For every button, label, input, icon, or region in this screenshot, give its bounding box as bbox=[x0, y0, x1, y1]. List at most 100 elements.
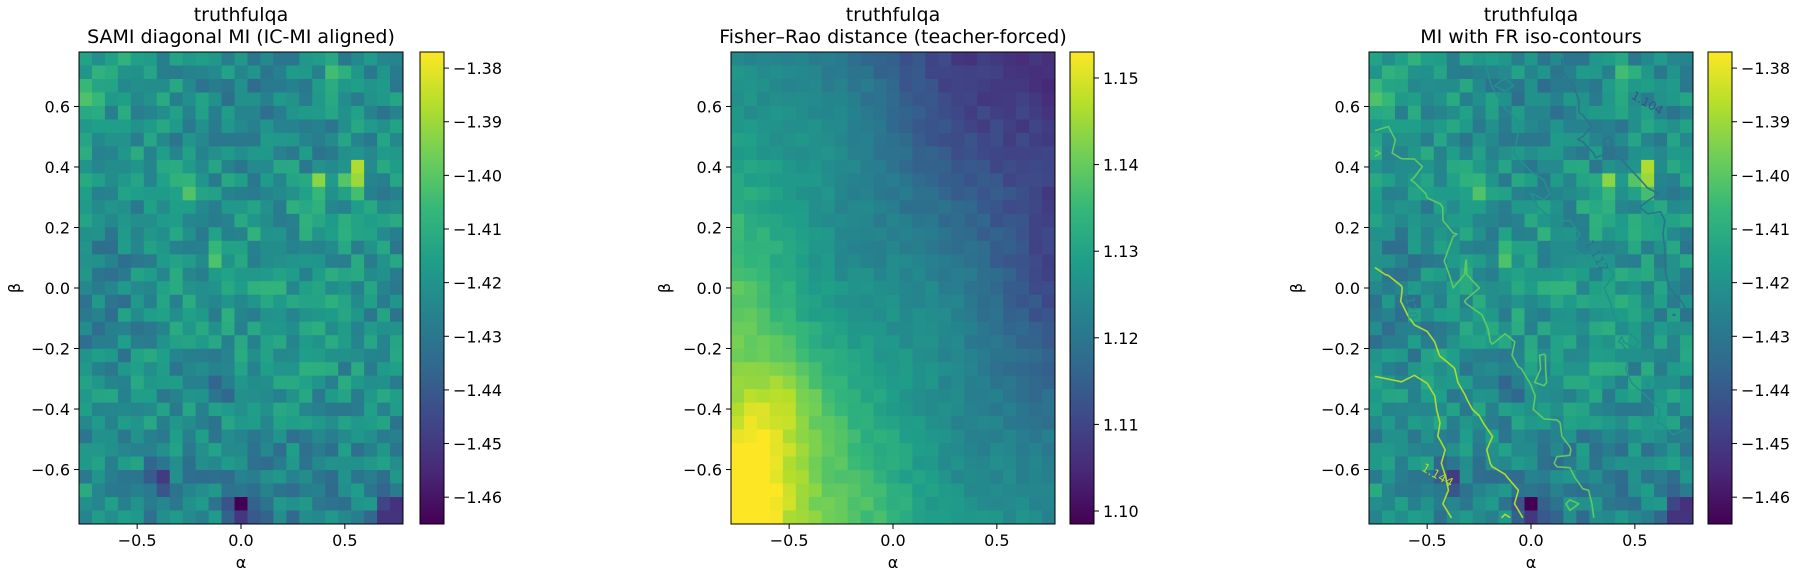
heatmap-cell bbox=[1407, 321, 1422, 336]
heatmap-cell bbox=[1446, 92, 1461, 107]
heatmap-cell bbox=[1029, 375, 1043, 390]
heatmap-cell bbox=[208, 65, 223, 80]
heatmap-cell bbox=[743, 362, 758, 377]
heatmap-cell bbox=[273, 78, 287, 94]
heatmap-cell bbox=[234, 78, 249, 94]
heatmap-cell bbox=[795, 497, 810, 512]
heatmap-cell bbox=[91, 173, 106, 188]
heatmap-cell bbox=[286, 510, 300, 524]
heatmap-cell bbox=[886, 470, 901, 485]
heatmap-cell bbox=[104, 146, 119, 161]
y-tick-label: 0.2 bbox=[1335, 218, 1360, 237]
heatmap-cell bbox=[977, 213, 991, 228]
heatmap-cell bbox=[169, 281, 184, 296]
heatmap-cell bbox=[260, 281, 274, 296]
heatmap-cell bbox=[990, 227, 1004, 242]
heatmap-cell bbox=[899, 213, 914, 228]
heatmap-cell bbox=[208, 254, 223, 269]
heatmap-cell bbox=[990, 254, 1004, 269]
heatmap-cell bbox=[1537, 92, 1552, 107]
heatmap-cell bbox=[886, 227, 901, 242]
heatmap-cell bbox=[390, 321, 403, 336]
heatmap-cell bbox=[847, 470, 862, 485]
heatmap-cell bbox=[1407, 470, 1422, 485]
heatmap-cell bbox=[1472, 52, 1487, 67]
heatmap-cell bbox=[1511, 375, 1526, 390]
heatmap-cell bbox=[364, 362, 378, 377]
heatmap-cell bbox=[312, 375, 326, 390]
heatmap-cell bbox=[1628, 281, 1642, 296]
heatmap-cell bbox=[1602, 429, 1616, 444]
heatmap-cell bbox=[1667, 200, 1681, 215]
heatmap-cell bbox=[117, 483, 132, 498]
heatmap-cell bbox=[990, 456, 1004, 471]
heatmap-cell bbox=[886, 65, 901, 80]
heatmap-cell bbox=[195, 308, 210, 323]
heatmap-cell bbox=[182, 389, 197, 404]
heatmap-cell bbox=[769, 483, 784, 498]
heatmap-cell bbox=[1042, 119, 1055, 134]
heatmap-cell bbox=[1524, 456, 1539, 471]
heatmap-cell bbox=[899, 146, 914, 161]
heatmap-cell bbox=[1680, 65, 1693, 80]
heatmap-cell bbox=[104, 254, 119, 269]
heatmap-cell bbox=[195, 132, 210, 147]
heatmap-cell bbox=[221, 78, 236, 94]
heatmap-cell bbox=[886, 497, 901, 512]
heatmap-cell bbox=[1394, 470, 1409, 485]
heatmap-cell bbox=[143, 362, 158, 377]
heatmap-cell bbox=[990, 213, 1004, 228]
heatmap-cell bbox=[1537, 159, 1552, 174]
heatmap-cell bbox=[1369, 105, 1383, 121]
heatmap-cell bbox=[1615, 402, 1629, 417]
heatmap-cell bbox=[1459, 443, 1474, 458]
heatmap-cell bbox=[860, 456, 875, 471]
heatmap-cell bbox=[1641, 240, 1655, 255]
heatmap-cell bbox=[1446, 105, 1461, 121]
heatmap-cell bbox=[782, 429, 797, 444]
heatmap-cell bbox=[247, 159, 262, 174]
heatmap-cell bbox=[234, 281, 249, 296]
heatmap-cell bbox=[182, 173, 197, 188]
heatmap-cell bbox=[925, 497, 939, 512]
y-tick-label: −0.4 bbox=[1321, 400, 1360, 419]
heatmap-cell bbox=[873, 159, 888, 174]
heatmap-cell bbox=[925, 132, 939, 147]
heatmap-cell bbox=[938, 254, 952, 269]
heatmap-cell bbox=[1472, 186, 1487, 201]
heatmap-cell bbox=[221, 52, 236, 67]
heatmap-cell bbox=[1498, 267, 1513, 282]
heatmap-cell bbox=[1394, 389, 1409, 404]
heatmap-cell bbox=[1472, 443, 1487, 458]
heatmap-cell bbox=[1511, 362, 1526, 377]
heatmap-cell bbox=[1641, 173, 1655, 188]
heatmap-cell bbox=[899, 186, 914, 201]
heatmap-cell bbox=[1576, 227, 1590, 242]
heatmap-cell bbox=[886, 119, 901, 134]
heatmap-cell bbox=[1498, 321, 1513, 336]
heatmap-cell bbox=[143, 119, 158, 134]
heatmap-cell bbox=[808, 132, 823, 147]
heatmap-cell bbox=[1485, 213, 1500, 228]
heatmap-cell bbox=[769, 402, 784, 417]
heatmap-cell bbox=[1394, 173, 1409, 188]
heatmap-cell bbox=[1680, 78, 1693, 94]
heatmap-cell bbox=[1641, 78, 1655, 94]
heatmap-cell bbox=[1381, 52, 1396, 67]
heatmap-cell bbox=[286, 483, 300, 498]
heatmap-cell bbox=[769, 456, 784, 471]
heatmap-cell bbox=[769, 497, 784, 512]
heatmap-cell bbox=[821, 200, 836, 215]
heatmap-cell bbox=[731, 362, 745, 377]
colorbar-tick-label: −1.38 bbox=[453, 59, 502, 78]
heatmap-cell bbox=[117, 416, 132, 431]
heatmap-cell bbox=[1511, 389, 1526, 404]
heatmap-cell bbox=[260, 254, 274, 269]
heatmap-cell bbox=[782, 105, 797, 121]
heatmap-cell bbox=[1003, 52, 1017, 67]
heatmap-cell bbox=[886, 443, 901, 458]
heatmap-cell bbox=[1394, 227, 1409, 242]
heatmap-cell bbox=[260, 267, 274, 282]
heatmap-cell bbox=[964, 200, 978, 215]
heatmap-cell bbox=[221, 254, 236, 269]
